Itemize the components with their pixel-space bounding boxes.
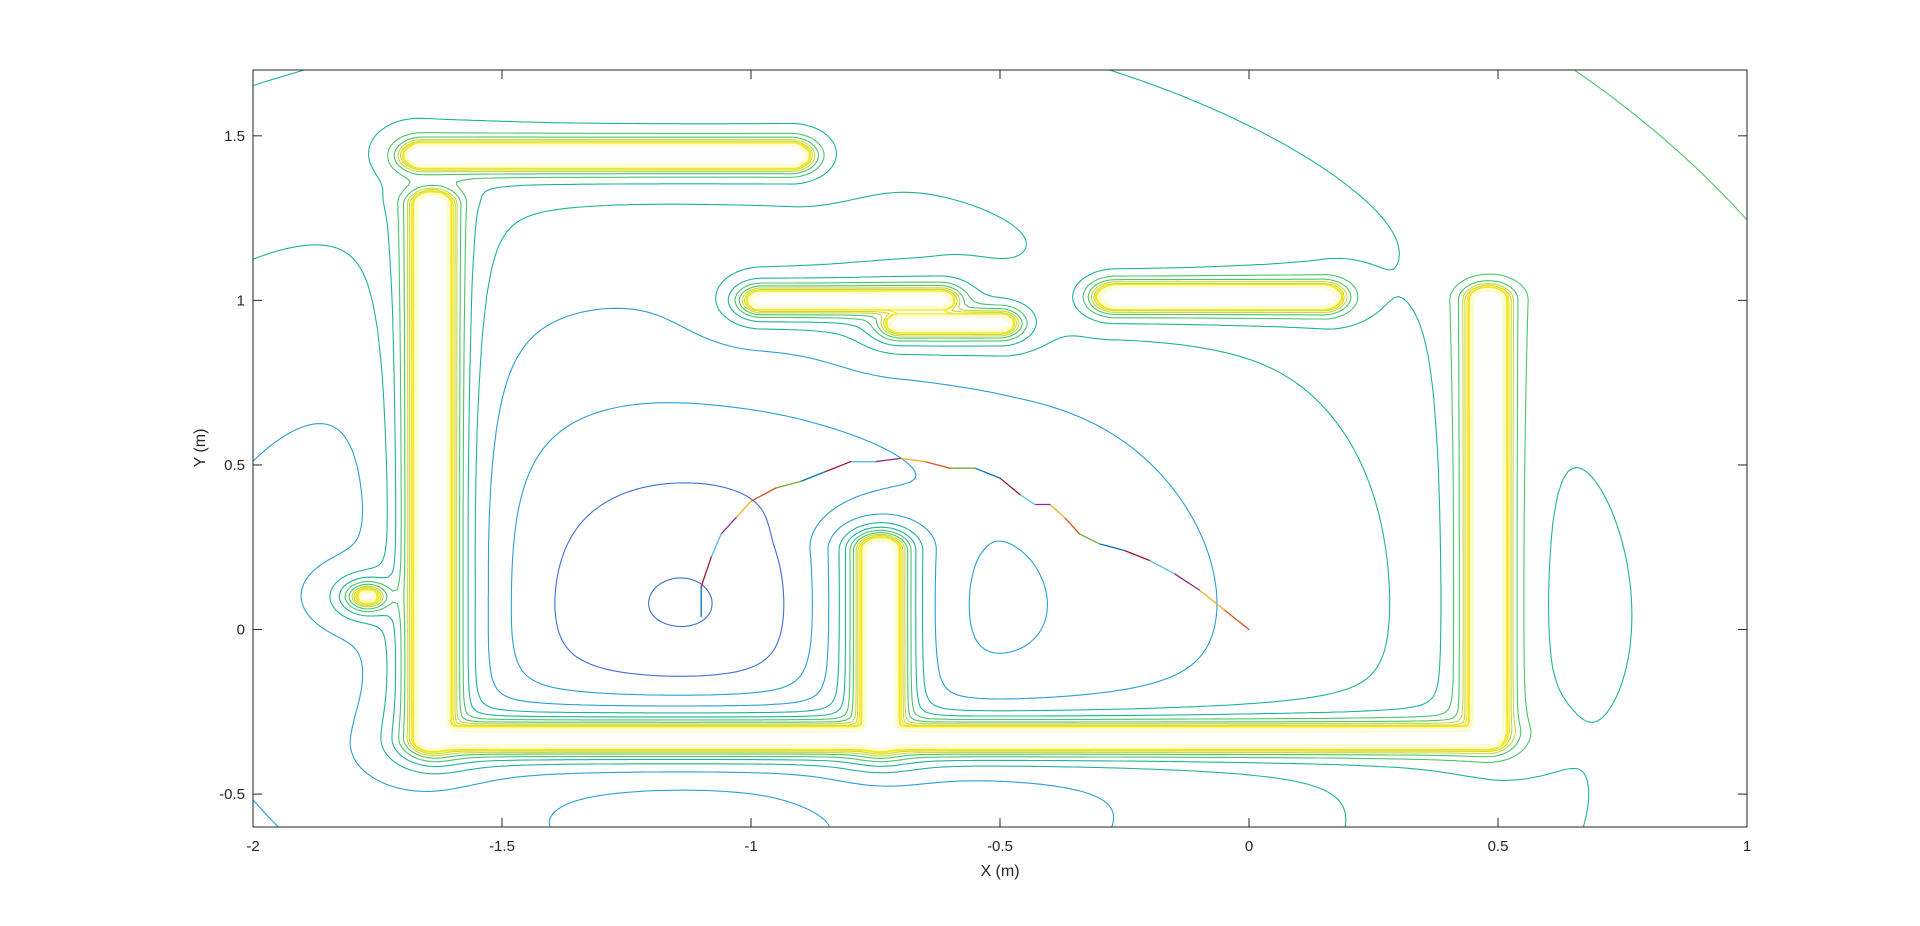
y-tick-label: 0 — [237, 622, 245, 639]
trajectory-segment — [999, 477, 1021, 496]
trajectory-segment — [874, 457, 902, 463]
contour-line — [510, 402, 1048, 828]
x-tick-label: -2 — [246, 838, 259, 855]
contour-line — [554, 482, 785, 677]
x-tick-label: -0.5 — [987, 838, 1013, 855]
trajectory-segment — [775, 480, 802, 489]
x-tick-label: 1 — [1743, 838, 1751, 855]
contour-line — [353, 140, 1513, 755]
contour-lines — [252, 69, 1748, 828]
contour-line — [361, 144, 1505, 750]
trajectory-segment — [1223, 609, 1250, 631]
trajectory-segment — [1079, 533, 1101, 545]
trajectory-segment — [825, 461, 852, 473]
x-tick-label: 0.5 — [1488, 838, 1509, 855]
x-tick-label: -1.5 — [489, 838, 515, 855]
contour-line — [356, 142, 1509, 753]
x-tick-label: -1 — [744, 838, 757, 855]
trajectory-segment — [710, 533, 722, 558]
trajectory-segment — [1123, 549, 1151, 562]
contour-line — [252, 191, 1391, 828]
trajectory-segment — [924, 461, 951, 469]
plot-background — [253, 70, 1747, 827]
y-ticks: -0.5 0 0.5 1 1.5 — [219, 128, 1747, 803]
trajectory-segment — [1049, 503, 1066, 519]
trajectory-segment — [1019, 493, 1036, 506]
trajectory-segment — [1198, 589, 1225, 611]
trajectory-segment — [1064, 516, 1081, 535]
trajectory-segment — [700, 556, 712, 588]
x-ticks: -2 -1.5 -1 -0.5 0 0.5 1 — [246, 70, 1751, 855]
contour-line — [648, 577, 713, 628]
contour-line — [358, 143, 1507, 752]
trajectory-path — [700, 457, 1250, 631]
y-tick-label: 1.5 — [224, 128, 245, 145]
plot-frame — [252, 69, 1748, 828]
x-axis-label: X (m) — [980, 863, 1019, 880]
y-tick-label: 1 — [237, 292, 245, 309]
trajectory-segment — [1173, 572, 1200, 591]
contour-line — [252, 307, 1218, 828]
trajectory-segment — [720, 516, 737, 535]
trajectory-segment — [899, 457, 926, 463]
y-axis-label: Y (m) — [192, 429, 209, 468]
contour-line — [348, 136, 1522, 759]
trajectory-segment — [1098, 543, 1126, 552]
trajectory-segment — [800, 470, 827, 483]
contour-line — [344, 69, 1748, 763]
x-tick-label: 0 — [1245, 838, 1253, 855]
trajectory-segment — [974, 467, 1001, 479]
y-tick-label: 0.5 — [224, 457, 245, 474]
trajectory-segment — [1148, 559, 1175, 575]
trajectory-segment — [735, 500, 752, 519]
trajectory-segment — [750, 487, 777, 502]
contour-line — [351, 139, 1516, 757]
y-tick-label: -0.5 — [219, 786, 245, 803]
contour-line — [252, 69, 1633, 828]
